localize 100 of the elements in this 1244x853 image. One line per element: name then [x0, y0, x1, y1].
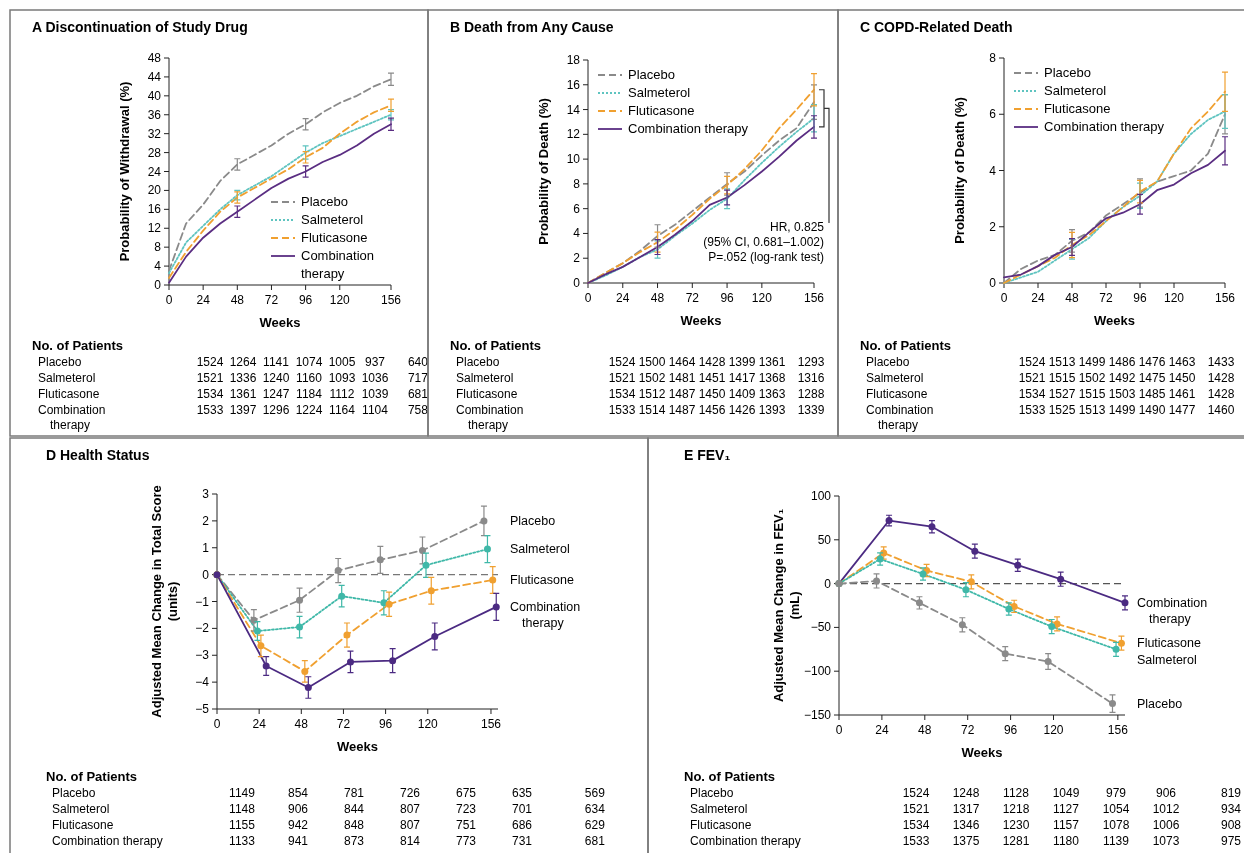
- x-tick-label: 48: [1065, 291, 1079, 305]
- text: Combination therapy 1133 941 873 814 773 731 681: [52, 834, 605, 848]
- y-tick-label: 100: [810, 489, 832, 503]
- x-tick-label: 48: [294, 717, 309, 731]
- point: [301, 667, 309, 675]
- x-tick-label: 96: [720, 291, 735, 305]
- text: Combination therapy 1533 1397 1296 1224 1164 1104 758: [38, 403, 428, 432]
- point: [1117, 639, 1125, 647]
- x-tick-label: 0: [165, 293, 173, 307]
- text: No. of Patients: [684, 769, 776, 784]
- y-tick-label: 1: [202, 540, 210, 555]
- text: Placebo 1524 1264 1141 1074 1005 937 640: [38, 355, 428, 369]
- text: No. of Patients: [860, 338, 952, 353]
- y-tick-label: 36: [147, 107, 162, 122]
- text: No. of Patients: [46, 769, 138, 784]
- y-tick-label: 8: [573, 176, 581, 191]
- y-tick-label: 4: [573, 226, 581, 241]
- x-tick-label: 96: [378, 717, 393, 731]
- legend-label: Salmeterol: [301, 212, 364, 227]
- point: [253, 627, 261, 635]
- x-tick-label: 24: [616, 291, 630, 305]
- legend-label: Combination therapy: [301, 248, 374, 281]
- legend-label: Salmeterol: [628, 85, 691, 100]
- x-tick-label: 0: [835, 723, 843, 737]
- x-axis-title: Weeks: [680, 313, 722, 328]
- text: Placebo 1149 854 781 726 675 635 569: [52, 786, 605, 800]
- y-axis-title: Probability of Death (%): [536, 98, 551, 245]
- text: Salmeterol 1521 1336 1240 1160 1093 1036 717: [38, 371, 428, 385]
- text: Fluticasone 1534 1346 1230 1157 1078 1006 908: [690, 818, 1242, 832]
- point: [1010, 602, 1018, 610]
- point: [431, 632, 439, 640]
- y-tick-label: 6: [989, 107, 997, 122]
- x-tick-label: 48: [230, 293, 245, 307]
- x-tick-label: 120: [751, 291, 773, 305]
- point: [1108, 700, 1116, 708]
- point: [967, 578, 975, 586]
- y-tick-label: −4: [195, 675, 210, 690]
- y-tick-label: −5: [195, 702, 210, 716]
- y-tick-label: 3: [202, 487, 210, 501]
- x-tick-label: 72: [1099, 291, 1113, 305]
- point: [262, 662, 270, 670]
- text: D Health Status: [46, 447, 150, 463]
- point: [422, 561, 430, 569]
- series-label: Placebo: [1137, 696, 1183, 711]
- point: [380, 599, 388, 607]
- y-tick-label: −2: [195, 621, 210, 636]
- point: [250, 616, 258, 624]
- x-tick-label: 48: [650, 291, 665, 305]
- point: [343, 631, 351, 639]
- series-label: Combination therapy: [510, 599, 581, 630]
- y-tick-label: 2: [202, 513, 210, 528]
- point: [1057, 575, 1065, 583]
- y-tick-label: 28: [147, 145, 162, 160]
- point: [334, 567, 342, 575]
- point: [1053, 620, 1061, 628]
- x-tick-label: 156: [1107, 723, 1129, 737]
- y-tick-label: 0: [824, 576, 832, 591]
- text: Fluticasone 1155 942 848 807 751 686 629: [52, 818, 605, 832]
- point: [489, 576, 497, 584]
- y-tick-label: 10: [566, 152, 581, 167]
- y-tick-label: −150: [803, 708, 832, 722]
- series-label: Combination therapy: [1137, 595, 1208, 626]
- x-tick-label: 96: [298, 293, 313, 307]
- y-tick-label: −3: [195, 648, 210, 663]
- point: [962, 586, 970, 594]
- chart-title: A Discontinuation of Study Drug: [32, 19, 248, 35]
- y-tick-label: 0: [989, 276, 997, 290]
- text: No. of Patients: [450, 338, 542, 353]
- x-tick-label: 120: [1163, 291, 1185, 305]
- x-tick-label: 96: [1133, 291, 1147, 305]
- y-tick-label: 12: [566, 127, 581, 142]
- x-tick-label: 156: [380, 293, 402, 307]
- point: [418, 546, 426, 554]
- point: [257, 642, 265, 650]
- y-tick-label: −50: [810, 620, 832, 635]
- x-tick-label: 156: [1214, 291, 1236, 305]
- point: [928, 523, 936, 531]
- x-tick-label: 120: [1043, 723, 1064, 737]
- x-axis-title: Weeks: [337, 739, 378, 754]
- y-axis-title: Adjusted Mean Change in Total Score (units): [149, 485, 180, 718]
- legend-label: Combination therapy: [628, 121, 749, 136]
- x-tick-label: 120: [417, 717, 439, 731]
- y-tick-label: 16: [566, 77, 581, 92]
- series-label: Fluticasone: [510, 573, 574, 587]
- x-tick-label: 72: [961, 723, 975, 737]
- y-tick-label: −100: [803, 664, 832, 679]
- x-tick-label: 24: [252, 717, 267, 731]
- legend-label: Fluticasone: [628, 103, 695, 118]
- y-tick-label: 2: [989, 219, 997, 234]
- y-tick-label: 0: [202, 567, 210, 582]
- point: [1001, 650, 1009, 658]
- x-tick-label: 156: [480, 717, 502, 731]
- point: [427, 587, 435, 595]
- y-tick-label: 44: [147, 69, 162, 84]
- y-tick-label: 14: [566, 102, 581, 117]
- text: Salmeterol 1521 1515 1502 1492 1475 1450 1428: [866, 371, 1235, 385]
- x-axis-title: Weeks: [259, 315, 301, 330]
- y-tick-label: 4: [154, 259, 162, 274]
- text: Fluticasone 1534 1527 1515 1503 1485 1461 1428: [866, 387, 1235, 401]
- text: Fluticasone 1534 1361 1247 1184 1112 1039 681: [38, 387, 428, 401]
